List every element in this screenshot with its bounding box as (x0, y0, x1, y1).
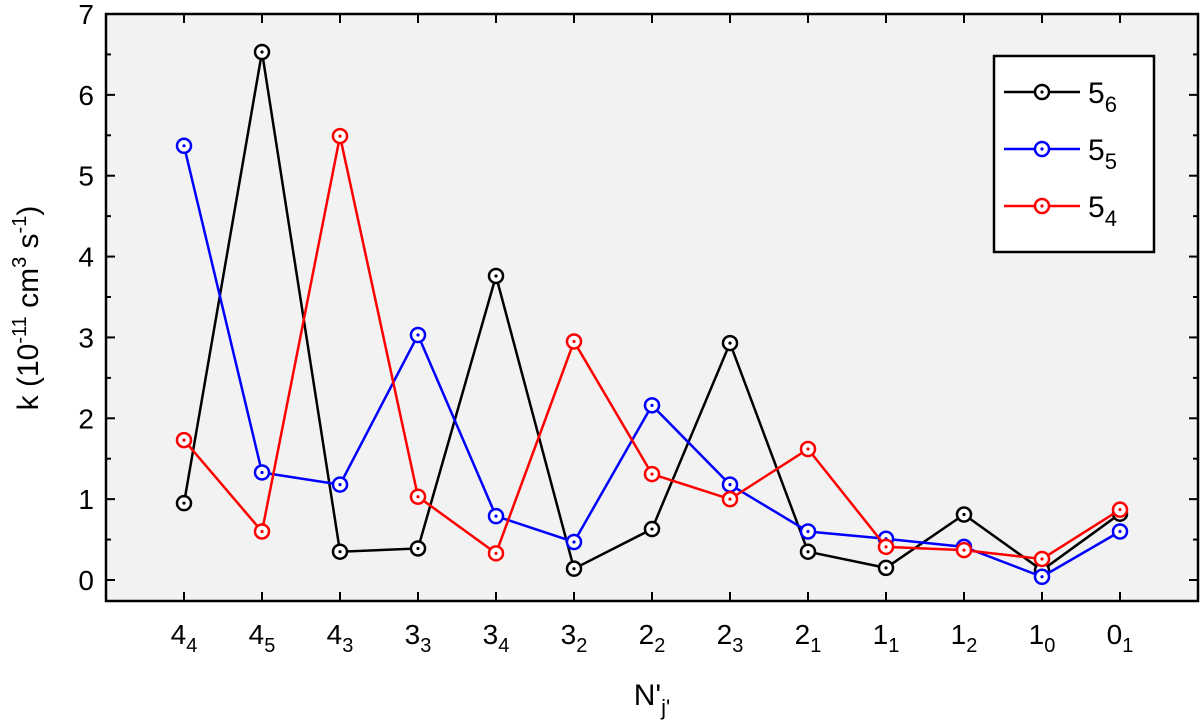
data-point-center-5_5 (182, 144, 186, 148)
y-axis-title-exp2: 3 (9, 257, 31, 268)
legend: 56 55 54 (992, 54, 1156, 254)
y-axis-title-prefix: k (10 (12, 344, 45, 411)
y-tick-label: 3 (78, 322, 94, 353)
series-5_4 (175, 127, 1129, 568)
data-point-center-5_5 (1040, 575, 1044, 579)
y-tick-label: 0 (78, 565, 94, 596)
legend-marker-center-5_5 (1040, 147, 1044, 151)
data-point-center-5_6 (962, 512, 966, 517)
data-point-center-5_5 (416, 333, 420, 337)
series-layer (175, 43, 1129, 586)
y-tick-label: 1 (78, 484, 94, 515)
data-point-center-5_4 (338, 134, 342, 138)
data-point-center-5_4 (1040, 557, 1044, 561)
data-point-center-5_5 (806, 529, 810, 534)
x-axis-title: N'j' (634, 679, 671, 720)
legend-label-5_4: 54 (1088, 191, 1117, 231)
x-tick-label: 12 (951, 619, 978, 657)
data-point-center-5_5 (260, 470, 264, 475)
x-tick-label: 44 (171, 619, 198, 657)
y-axis-title-suffix: ) (12, 206, 45, 216)
x-tick-label: 45 (249, 619, 276, 657)
x-tick-label: 22 (639, 619, 666, 657)
x-axis-title-sub: j' (660, 695, 670, 720)
x-tick-label: 34 (483, 619, 510, 657)
data-point-center-5_6 (884, 566, 888, 570)
data-point-center-5_5 (1118, 529, 1122, 534)
legend-marker-center-5_6 (1040, 90, 1044, 94)
data-point-center-5_4 (884, 545, 888, 549)
data-point-center-5_6 (572, 567, 576, 571)
legend-marker-center-5_4 (1040, 204, 1044, 208)
data-point-center-5_6 (650, 527, 654, 531)
data-point-center-5_4 (260, 529, 264, 534)
x-tick-label: 23 (717, 619, 744, 657)
data-point-center-5_6 (338, 550, 342, 554)
y-axis-title-mid: cm (12, 268, 45, 316)
y-tick-label: 5 (78, 161, 94, 192)
y-axis-title-exp3: -1 (9, 216, 31, 234)
data-point-center-5_4 (416, 495, 420, 499)
y-tick-label: 2 (78, 403, 94, 434)
x-tick-label: 10 (1029, 619, 1056, 657)
data-point-center-5_5 (728, 482, 732, 487)
legend-label-5_5: 55 (1088, 134, 1117, 174)
data-point-center-5_5 (494, 514, 498, 518)
data-point-center-5_6 (416, 546, 420, 551)
data-point-center-5_4 (806, 447, 810, 451)
data-point-center-5_4 (494, 551, 498, 555)
y-axis-title-exp1: -11 (9, 316, 31, 343)
x-tick-label: 21 (795, 619, 822, 657)
x-tick-label: 32 (561, 619, 588, 657)
data-point-center-5_6 (494, 274, 498, 278)
y-axis-title-mid2: s (12, 233, 45, 256)
x-tick-label: 11 (873, 619, 900, 657)
data-point-center-5_4 (182, 438, 186, 442)
y-tick-label: 4 (78, 242, 94, 273)
data-point-center-5_6 (728, 341, 732, 345)
data-point-center-5_4 (728, 497, 732, 501)
data-point-center-5_4 (1118, 508, 1122, 512)
data-point-center-5_4 (572, 339, 576, 344)
y-tick-label: 7 (78, 0, 94, 30)
x-axis-title-base: N' (634, 679, 661, 712)
x-tick-label: 01 (1107, 619, 1134, 657)
y-axis-title: k (10-11 cm3 s-1) (9, 206, 45, 411)
x-tick-label: 43 (327, 619, 354, 657)
data-point-center-5_4 (962, 548, 966, 552)
data-point-center-5_5 (338, 482, 342, 487)
y-tick-label: 6 (78, 80, 94, 111)
legend-box (992, 54, 1156, 254)
data-point-center-5_5 (572, 540, 576, 544)
data-point-center-5_6 (182, 501, 186, 505)
x-tick-label: 33 (405, 619, 432, 657)
data-point-center-5_5 (650, 403, 654, 407)
series-5_6 (175, 43, 1129, 579)
legend-label-5_6: 56 (1088, 77, 1117, 117)
data-point-center-5_6 (806, 550, 810, 554)
data-point-center-5_4 (650, 472, 654, 476)
x-axis: 44 45 43 33 34 32 22 23 21 11 12 10 01 (171, 14, 1134, 657)
data-point-center-5_6 (260, 50, 264, 54)
